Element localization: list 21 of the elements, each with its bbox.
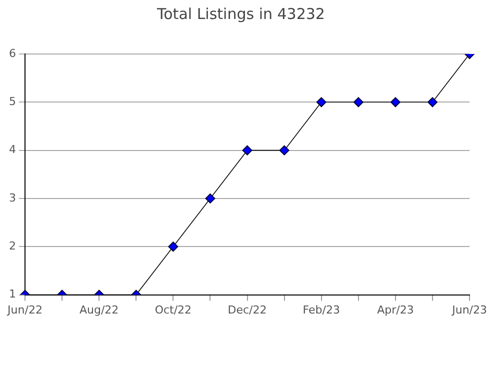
x-tick-label: Feb/23 (302, 303, 340, 316)
point (353, 97, 364, 108)
x-tick-label: Jun/23 (451, 303, 487, 316)
x-tick-label: Jun/22 (6, 303, 42, 316)
point (316, 97, 326, 108)
y-tick-label: 4 (9, 143, 16, 156)
x-tick-label: Oct/22 (154, 303, 192, 316)
point (428, 97, 438, 108)
y-tick-label: 3 (9, 191, 16, 204)
chart-title: Total Listings in 43232 (156, 4, 325, 23)
point (242, 145, 252, 156)
point (279, 145, 290, 156)
y-tick-label: 1 (9, 288, 16, 301)
x-tick-label: Dec/22 (228, 303, 267, 316)
point (390, 97, 400, 108)
y-tick-label: 2 (9, 240, 16, 252)
point (205, 193, 216, 204)
y-tick-label: 6 (9, 46, 16, 60)
x-tick-label: Apr/23 (377, 303, 414, 316)
y-tick-label: 5 (9, 95, 16, 108)
x-tick-label: Aug/22 (79, 303, 119, 316)
